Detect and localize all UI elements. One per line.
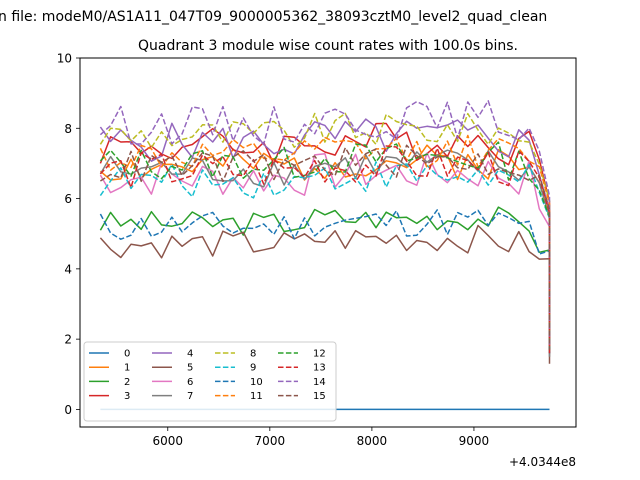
y-tick-label: 10	[57, 52, 72, 66]
series-line-4	[99, 118, 551, 350]
y-tick-label: 2	[64, 333, 72, 347]
y-tick-label: 0	[64, 403, 72, 417]
legend-label-2: 2	[124, 377, 130, 388]
legend-label-13: 13	[313, 363, 326, 374]
x-tick-label: 9000	[459, 434, 490, 448]
x-tick-label: 6000	[152, 434, 183, 448]
series-line-14	[99, 100, 551, 347]
y-tick-label: 8	[64, 122, 72, 136]
x-axis: 6000 7000 8000 9000	[152, 427, 489, 448]
x-offset-label: +4.0344e8	[509, 455, 576, 469]
y-tick-label: 4	[64, 262, 72, 276]
plot-frame	[79, 57, 577, 428]
legend-label-9: 9	[250, 363, 256, 374]
x-tick-label: 8000	[357, 434, 388, 448]
series-line-6	[99, 152, 551, 350]
legend-label-11: 11	[250, 391, 263, 402]
legend-label-4: 4	[187, 349, 193, 360]
legend-label-7: 7	[187, 391, 193, 402]
legend-label-8: 8	[250, 349, 256, 360]
y-tick-label: 6	[64, 192, 72, 206]
legend-label-10: 10	[250, 377, 263, 388]
legend-box	[83, 341, 337, 422]
series-line-15	[99, 144, 551, 350]
series-line-12	[99, 141, 551, 350]
series-layer	[99, 100, 551, 411]
legend-label-12: 12	[313, 349, 326, 360]
legend-label-15: 15	[313, 391, 326, 402]
legend-label-1: 1	[124, 363, 130, 374]
series-line-9	[99, 161, 551, 350]
legend-label-5: 5	[187, 363, 193, 374]
series-line-8	[99, 112, 551, 343]
legend-label-14: 14	[313, 377, 326, 388]
series-line-5	[99, 224, 551, 364]
figure-suptitle: n file: modeM0/AS1A11_047T09_9000005362_…	[0, 9, 547, 25]
series-line-3	[99, 122, 551, 350]
legend-label-6: 6	[187, 377, 193, 388]
chart-title: Quadrant 3 module wise count rates with …	[138, 38, 518, 54]
legend-label-0: 0	[124, 349, 130, 360]
series-line-11	[99, 134, 551, 347]
x-tick-label: 7000	[255, 434, 286, 448]
y-axis: 0 2 4 6 8 10	[57, 52, 80, 417]
series-line-13	[99, 145, 551, 354]
legend-label-3: 3	[124, 391, 130, 402]
series-line-10	[99, 209, 551, 354]
